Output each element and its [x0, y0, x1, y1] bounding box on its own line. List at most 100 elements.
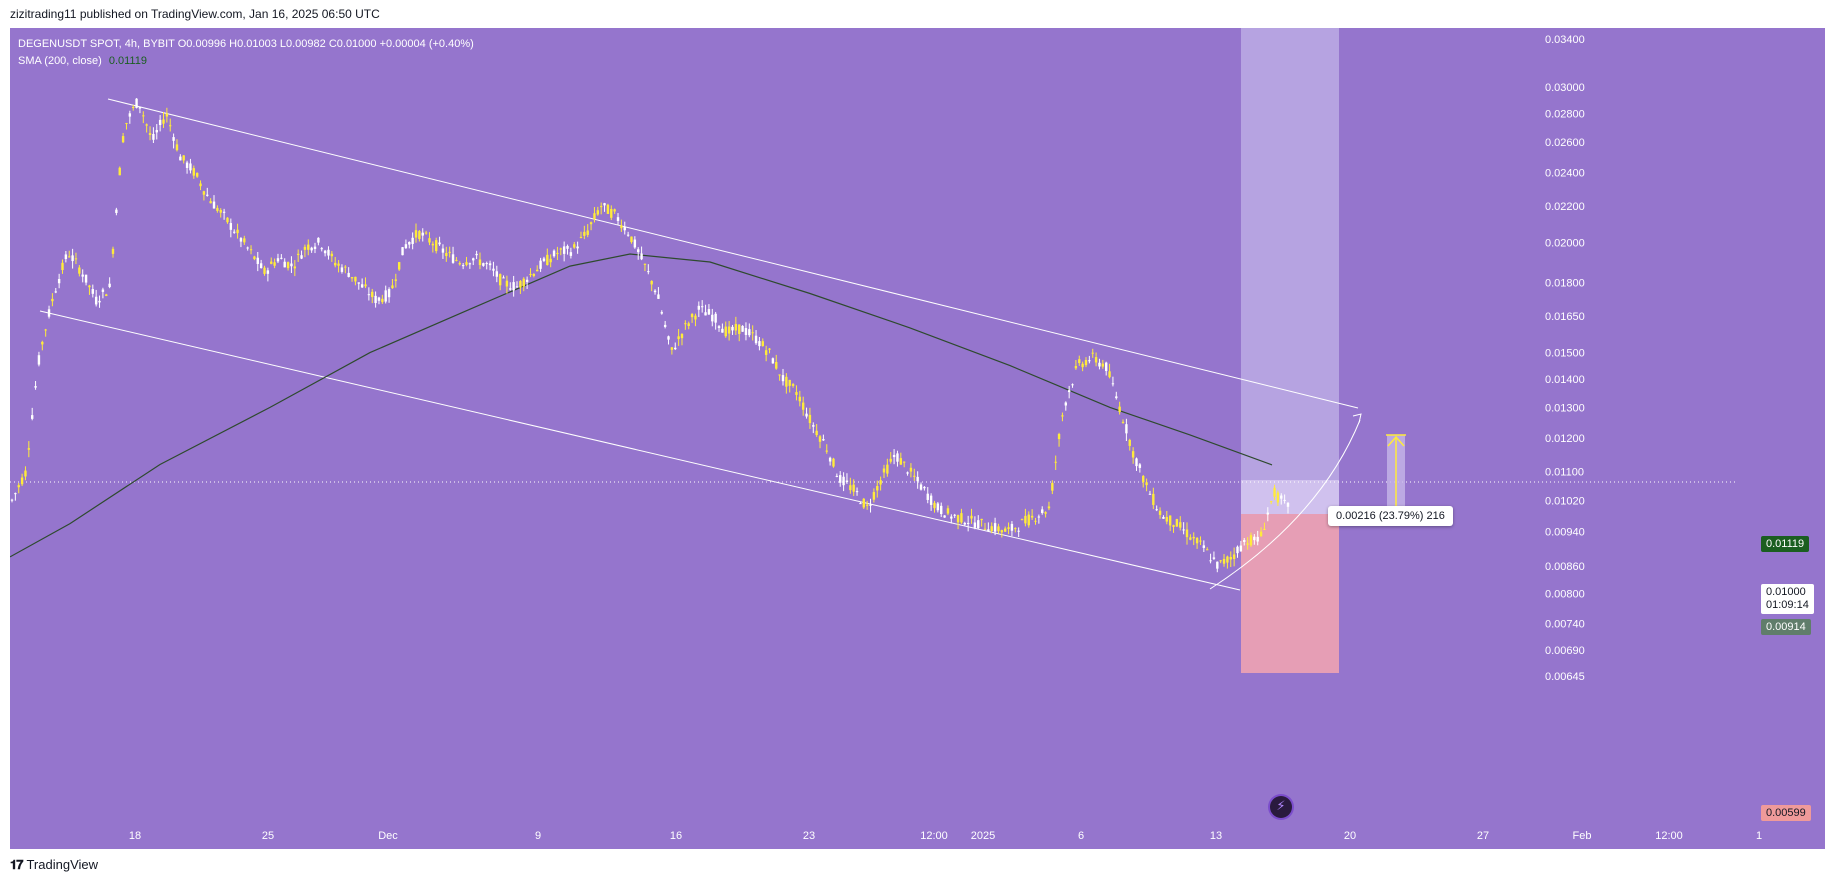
price-tick-label: 0.00940: [1545, 527, 1585, 539]
candle-body: [946, 508, 950, 514]
candle-body: [1168, 515, 1172, 526]
candle-body: [327, 249, 330, 256]
candle-body: [431, 243, 435, 246]
candle-body: [1216, 561, 1219, 569]
time-tick-label: 16: [670, 830, 682, 842]
candle-body: [105, 294, 108, 296]
candle-body: [1138, 464, 1142, 468]
candle-body: [334, 262, 337, 266]
candle-body: [485, 263, 488, 265]
sma-200-line[interactable]: [10, 253, 1273, 558]
candle-body: [738, 324, 741, 334]
candle-body: [667, 336, 670, 340]
candle-body: [101, 289, 105, 292]
candle-body: [522, 278, 525, 287]
candle-body: [812, 425, 815, 427]
stop-zone[interactable]: [1241, 514, 1339, 673]
candle-body: [1104, 362, 1108, 371]
candle-body: [57, 279, 61, 284]
candle-body: [694, 315, 697, 320]
candle-body: [350, 277, 354, 279]
candle-body: [663, 324, 667, 327]
candle-body: [1162, 516, 1165, 519]
candle-body: [357, 282, 360, 284]
channel-upper-line[interactable]: [107, 98, 1359, 409]
candle-body: [647, 271, 650, 273]
candle-body: [714, 313, 717, 323]
time-tick-label: 13: [1210, 830, 1222, 842]
channel-lower-line[interactable]: [39, 310, 1241, 591]
candle-body: [923, 486, 926, 489]
footer-brand[interactable]: TradingView: [26, 857, 99, 872]
candle-body: [899, 458, 903, 465]
candle-body: [344, 266, 347, 268]
time-tick-label: 20: [1344, 830, 1356, 842]
candle-body: [377, 297, 381, 301]
candle-body: [71, 255, 74, 262]
candle-body: [872, 492, 876, 500]
price-axis-panel[interactable]: [1735, 28, 1825, 849]
candle-body: [152, 133, 155, 140]
price-chart[interactable]: 0.03400 0.03000 0.02800 0.02600 0.02400 0.022…: [10, 28, 1825, 849]
entry-price-badge: 0.00914: [1761, 619, 1811, 635]
candle-body: [1081, 363, 1084, 368]
candle-body: [929, 495, 933, 505]
candle-body: [354, 276, 357, 282]
candle-body: [371, 291, 374, 298]
candle-body: [290, 263, 293, 267]
candle-body: [320, 248, 323, 250]
candle-body: [569, 252, 573, 256]
candle-body: [310, 247, 313, 251]
candle-body: [142, 115, 145, 117]
tradingview-logo-icon[interactable]: 𝟏𝟕: [10, 857, 24, 872]
candle-body: [1098, 362, 1101, 367]
candle-body: [1054, 461, 1057, 463]
candle-body: [78, 267, 81, 274]
candle-body: [1263, 529, 1266, 531]
candle-body: [1064, 402, 1067, 406]
candle-body: [283, 261, 286, 268]
candle-body: [115, 209, 118, 213]
candle-body: [404, 244, 408, 249]
price-tick-label: 0.01650: [1545, 311, 1585, 323]
candle-body: [650, 280, 653, 285]
candle-body: [1222, 558, 1226, 564]
candle-body: [138, 107, 142, 109]
candle-body: [374, 295, 377, 304]
candle-body: [270, 261, 273, 264]
candle-body: [307, 244, 310, 250]
lightning-icon[interactable]: ⚡: [1270, 796, 1292, 818]
candle-body: [818, 436, 822, 442]
candle-body: [855, 491, 859, 493]
candle-body: [573, 244, 576, 248]
candle-body: [384, 290, 387, 302]
candle-body: [839, 475, 842, 483]
candle-body: [579, 236, 583, 238]
candle-body: [616, 217, 620, 221]
candle-body: [879, 480, 882, 485]
time-tick-label: 25: [262, 830, 274, 842]
sma-legend-label: SMA (200, close): [18, 55, 102, 67]
projection-arrow[interactable]: [1209, 419, 1361, 590]
candle-body: [498, 274, 502, 286]
candle-body: [360, 284, 364, 288]
candle-body: [963, 522, 966, 525]
candle-body: [182, 155, 185, 161]
candle-body: [542, 258, 546, 261]
candle-body: [1246, 543, 1249, 545]
candle-body: [1269, 501, 1273, 503]
candle-body: [37, 355, 41, 365]
candle-body: [1084, 359, 1088, 366]
measure-label[interactable]: 0.00216 (23.79%) 216: [1328, 506, 1453, 526]
target-zone[interactable]: [1241, 28, 1339, 514]
candle-body: [953, 514, 956, 516]
chart-pane[interactable]: 0.03400 0.03000 0.02800 0.02600 0.02400 0.022…: [10, 28, 1825, 849]
candle-body: [1007, 527, 1010, 529]
candle-body: [556, 252, 559, 255]
candle-body: [1280, 495, 1283, 499]
candle-body: [1286, 502, 1290, 507]
candle-body: [128, 113, 132, 117]
candle-body: [690, 314, 694, 318]
candle-body: [303, 246, 307, 250]
candle-body: [990, 526, 993, 532]
